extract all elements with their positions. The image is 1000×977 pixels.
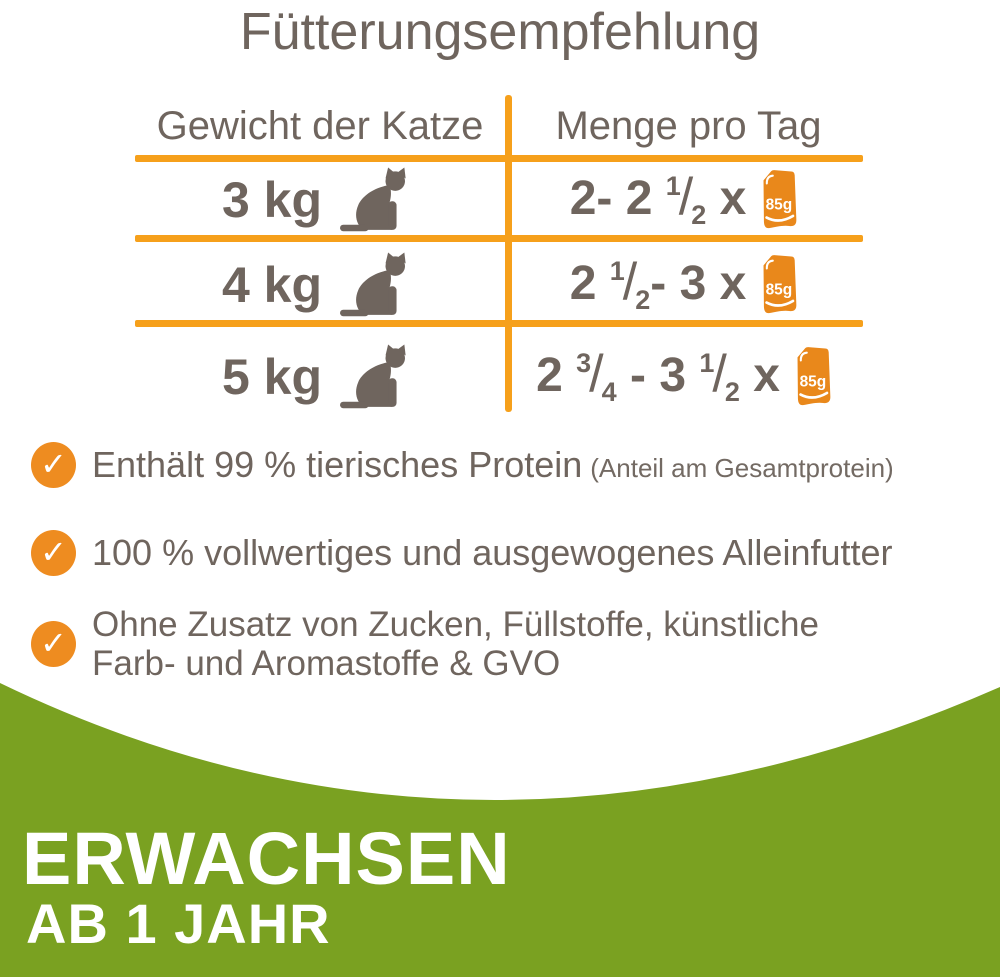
column-header-amount: Menge pro Tag xyxy=(555,104,822,148)
amount-label: 2 1/2- 3 x xyxy=(569,253,747,315)
check-circle-icon: ✓ xyxy=(31,442,76,488)
bullet-main-text: 100 % vollwertiges und ausgewogenes Alle… xyxy=(92,531,893,573)
bullet-main-text: Enthält 99 % tierisches Protein xyxy=(92,443,583,485)
table-divider-vertical xyxy=(505,95,512,412)
table-divider-horizontal xyxy=(135,235,863,242)
check-circle-icon: ✓ xyxy=(31,621,76,667)
bullet-note: (Anteil am Gesamtprotein) xyxy=(590,452,894,483)
weight-label: 3 kg xyxy=(221,172,323,228)
table-row: 5 kg 2 3/4 - 3 1/2 x xyxy=(135,328,865,412)
pouch-weight-label: 85g xyxy=(766,281,793,298)
bullet-ohne-zusatz: ✓ Ohne Zusatz von Zucken, Füllstoffe, kü… xyxy=(31,604,931,684)
weight-label: 5 kg xyxy=(221,349,323,405)
bullet-alleinfutter: ✓ 100 % vollwertiges und ausgewogenes Al… xyxy=(31,528,971,578)
bullet-text: 100 % vollwertiges und ausgewogenes Alle… xyxy=(92,531,893,573)
pouch-weight-label: 85g xyxy=(766,196,793,213)
table-divider-horizontal xyxy=(135,320,863,327)
amount-label: 2- 2 1/2 x xyxy=(569,168,747,230)
amount-label: 2 3/4 - 3 1/2 x xyxy=(536,345,780,407)
page-title: Fütterungsempfehlung xyxy=(239,3,761,61)
footer-subtitle: AB 1 JAHR xyxy=(26,892,331,955)
check-circle-icon: ✓ xyxy=(31,530,76,576)
amount-cell: 2- 2 1/2 x 85g xyxy=(505,163,865,235)
cat-icon xyxy=(340,344,406,409)
table-row: 4 kg 2 1/2- 3 x xyxy=(135,243,865,320)
weight-label: 4 kg xyxy=(221,257,323,313)
bullet-text: Ohne Zusatz von Zucken, Füllstoffe, küns… xyxy=(92,605,912,683)
table-row: 3 kg 2- 2 1/2 x xyxy=(135,163,865,235)
pouch-85g-icon: 85g xyxy=(763,170,797,229)
weight-cell: 4 kg xyxy=(135,243,505,320)
bullet-protein: ✓ Enthält 99 % tierisches Protein (Anteil… xyxy=(31,440,971,490)
pouch-weight-label: 85g xyxy=(799,373,826,390)
amount-cell: 2 3/4 - 3 1/2 x 85g xyxy=(505,328,865,412)
column-header-weight: Gewicht der Katze xyxy=(156,104,484,148)
bullet-text: Enthält 99 % tierisches Protein (Anteil a… xyxy=(92,443,894,485)
cat-icon xyxy=(340,167,406,232)
pouch-85g-icon: 85g xyxy=(763,255,797,314)
weight-cell: 5 kg xyxy=(135,328,505,412)
amount-cell: 2 1/2- 3 x 85g xyxy=(505,243,865,320)
pouch-85g-icon: 85g xyxy=(797,347,831,406)
table-divider-horizontal xyxy=(135,155,863,162)
bullet-main-text: Ohne Zusatz von Zucken, Füllstoffe, küns… xyxy=(92,604,819,683)
footer-title: ERWACHSEN xyxy=(22,817,511,900)
cat-icon xyxy=(340,252,406,317)
weight-cell: 3 kg xyxy=(135,163,505,235)
